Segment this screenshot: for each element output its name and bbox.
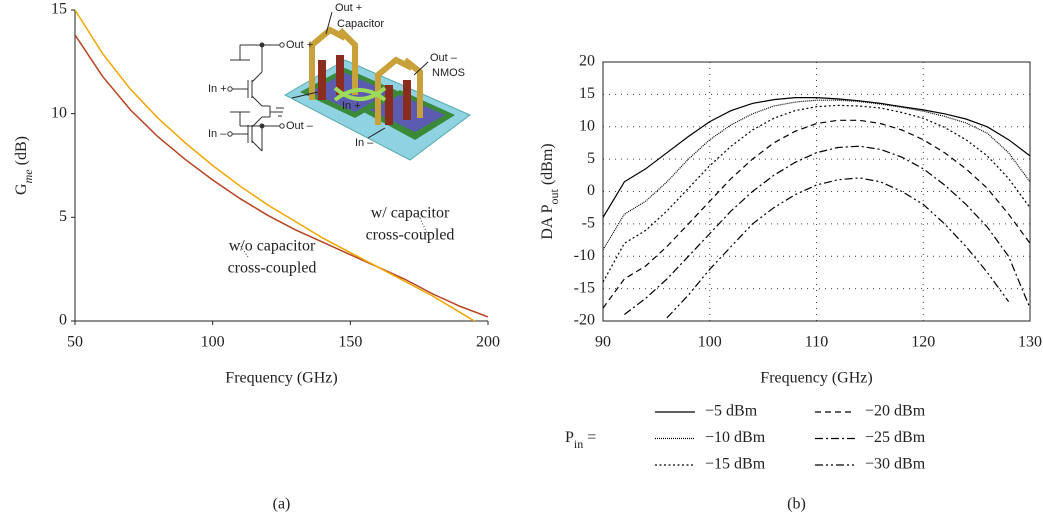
y-tick-label: 15: [51, 1, 67, 18]
series-line: [603, 104, 1030, 283]
x-tick-label: 130: [1018, 334, 1042, 351]
caption: (a): [273, 496, 291, 513]
legend-prefix: Pin =: [565, 429, 596, 451]
x-axis-label: Frequency (GHz): [760, 370, 872, 387]
y-tick-label: 5: [587, 150, 595, 167]
y-axis-label-part: me: [21, 169, 35, 184]
y-tick-label: -10: [574, 247, 595, 264]
annotation: cross-coupled: [228, 260, 317, 277]
annotation: cross-coupled: [366, 227, 455, 244]
x-tick-label: 120: [911, 334, 935, 351]
y-tick-label: -20: [574, 312, 595, 329]
plot-frame: [602, 61, 1031, 322]
annotation-leader: [237, 241, 249, 258]
y-axis-label-part: DA P: [539, 204, 556, 239]
inset-schematic: [227, 42, 285, 152]
y-axis-label-part: (dB): [13, 136, 30, 169]
legend-label: −5 dBm: [705, 403, 758, 420]
series-line: [75, 10, 476, 321]
inset-label: Out –: [430, 52, 458, 64]
inset-label: Out –: [286, 120, 314, 132]
y-tick-label: 15: [579, 85, 595, 102]
y-tick-label: -5: [582, 215, 595, 232]
inset-label: In +: [208, 83, 227, 95]
inset-label: Capacitor: [337, 18, 384, 30]
legend-label: −20 dBm: [865, 403, 926, 420]
inset-label: NMOS: [432, 67, 465, 79]
y-axis-label-part: (dBm): [539, 143, 556, 189]
y-tick-label: 10: [579, 117, 595, 134]
annotation-leader: [419, 217, 431, 241]
legend-label: −10 dBm: [705, 429, 766, 446]
inset-label: Out +: [286, 39, 313, 51]
x-axis-label: Frequency (GHz): [225, 370, 337, 387]
series-line: [624, 145, 1030, 315]
x-tick-label: 110: [805, 334, 828, 351]
y-axis-label-part: out: [547, 189, 561, 205]
x-tick-label: 200: [476, 334, 500, 351]
legend-label: −15 dBm: [705, 456, 766, 473]
inset-label: In +: [342, 100, 361, 112]
series-line: [666, 177, 1010, 319]
legend-prefix-part: P: [565, 429, 574, 446]
series-line: [75, 34, 488, 318]
series-line: [603, 119, 1030, 309]
x-tick-label: 100: [698, 334, 722, 351]
y-tick-label: 0: [587, 182, 595, 199]
caption: (b): [787, 496, 806, 513]
x-tick-label: 100: [201, 334, 225, 351]
annotation: w/ capacitor: [371, 205, 450, 222]
legend-prefix-part: in: [574, 437, 583, 451]
y-tick-label: 5: [59, 208, 67, 225]
y-tick-label: 20: [579, 53, 595, 70]
y-axis-label: Gme (dB): [13, 136, 35, 195]
inset-label: In –: [355, 137, 374, 149]
y-axis-label: DA Pout (dBm): [539, 143, 561, 239]
series-line: [603, 97, 1030, 218]
inset-label: In –: [208, 128, 227, 140]
x-tick-label: 50: [67, 334, 83, 351]
inset-label: Out +: [335, 2, 362, 14]
annotation: w/o capacitor: [229, 238, 316, 255]
legend-prefix-part: =: [583, 429, 596, 446]
legend-label: −30 dBm: [865, 456, 926, 473]
x-tick-label: 150: [338, 334, 362, 351]
inset-layout: [283, 11, 471, 161]
y-tick-label: 0: [59, 312, 67, 329]
y-axis-label-part: G: [13, 183, 30, 195]
legend-label: −25 dBm: [865, 429, 926, 446]
y-tick-label: -15: [574, 279, 595, 296]
y-tick-label: 10: [51, 104, 67, 121]
x-tick-label: 90: [595, 334, 611, 351]
